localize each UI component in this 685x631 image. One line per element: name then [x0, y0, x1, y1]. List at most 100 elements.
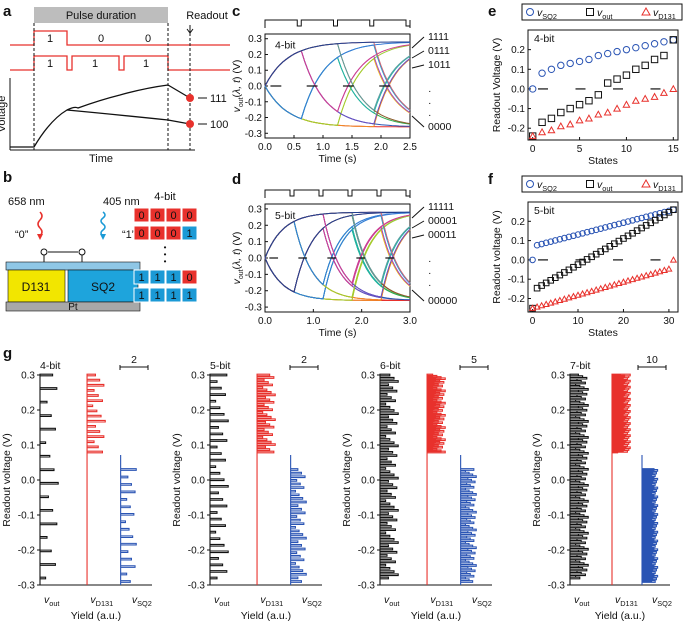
y-tick-label: 0.0 — [248, 254, 262, 265]
state-code-label: · — [428, 109, 432, 121]
legend-label: vout — [597, 7, 612, 21]
y-tick-label: -0.1 — [358, 511, 376, 522]
bit-cell — [149, 269, 166, 285]
y-tick-label: -0.1 — [188, 511, 206, 522]
point-d131 — [665, 265, 673, 272]
scale-bar — [289, 365, 319, 370]
terminal-left — [40, 248, 48, 256]
pulse-duration-box — [34, 7, 168, 23]
point-d131 — [633, 274, 641, 281]
y-axis-label: Readout voltage (V) — [491, 210, 503, 303]
state-code-label: · — [428, 85, 432, 97]
histogram-d131 — [611, 373, 631, 585]
legend-marker — [641, 6, 651, 16]
point-d131 — [642, 271, 650, 279]
y-tick-label: -0.1 — [508, 104, 526, 115]
point-d131 — [587, 287, 596, 294]
x-tick-label: 10 — [572, 316, 584, 327]
panel-f: f vSQ2 vout vD131 0.2 0.1 0.0 -0.1 -0.2 0 10 20 30 S… — [488, 171, 683, 339]
point-out — [547, 114, 556, 123]
plot-g: 4-bit 2 0.3 0.2 0.1 0.0 -0.1 -0.2 -0.3 Readout vo… — [1, 354, 672, 622]
state-code-label: 00001 — [428, 215, 457, 227]
point-d131 — [597, 284, 605, 292]
bit-cell-text: 0 — [186, 272, 192, 284]
x-axis-label: Yield (a.u.) — [595, 610, 645, 622]
pulse-duration-label: Pulse duration — [66, 10, 136, 22]
bit-cell — [181, 287, 198, 303]
plot-frame — [527, 29, 679, 141]
state-111-label: 111 — [210, 93, 227, 105]
scale-bar-label: 5 — [471, 354, 477, 366]
point-d131 — [651, 269, 659, 276]
point-sq2 — [642, 213, 650, 221]
histogram-sq2 — [290, 455, 307, 585]
point-sq2 — [570, 232, 577, 240]
x-axis-label: Time (s) — [318, 327, 356, 339]
point-out — [632, 65, 640, 73]
readout-label: Readout — [186, 10, 228, 22]
x-tick-label: 0 — [530, 316, 536, 327]
y-tick-label: -0.2 — [188, 546, 206, 557]
label-leader — [411, 64, 425, 69]
series-line — [264, 58, 411, 128]
y-tick-label: -0.3 — [245, 303, 263, 314]
point-sq2 — [611, 221, 618, 229]
column-label: vD131 — [615, 594, 638, 608]
panel-label-g: g — [3, 345, 12, 362]
point-d131 — [601, 283, 609, 290]
subplot-title: 6-bit — [380, 360, 401, 372]
label-leader — [411, 50, 425, 59]
point-out — [603, 79, 612, 87]
y-tick-label: 0.3 — [551, 371, 565, 382]
point-d131 — [619, 278, 628, 285]
panel-a-xlabel: Time — [89, 153, 113, 165]
point-sq2 — [650, 40, 659, 48]
y-tick-label: 0.2 — [361, 406, 375, 417]
y-tick-label: 0.2 — [21, 406, 35, 417]
y-tick-label: 0.1 — [511, 236, 525, 247]
bit-top-2: 0 — [98, 33, 104, 45]
histogram-sq2 — [641, 455, 659, 585]
y-tick-label: -0.3 — [548, 581, 566, 592]
bit-cell — [133, 207, 150, 223]
point-out — [670, 206, 677, 214]
y-tick-label: 0.0 — [361, 476, 375, 487]
point-sq2 — [620, 219, 627, 227]
series-line — [264, 42, 411, 120]
point-out — [538, 118, 546, 127]
point-d131 — [537, 301, 546, 309]
blue-light-wave — [100, 211, 106, 237]
bit-cell — [165, 225, 182, 241]
point-out — [669, 36, 678, 44]
ellipsis-dot: • — [164, 257, 167, 266]
bit-cell-text: 0 — [170, 228, 176, 240]
y-tick-label: -0.2 — [548, 546, 566, 557]
legend-label: vSQ2 — [537, 7, 557, 21]
terminal-right — [78, 248, 86, 256]
bit-cell-text: 0 — [138, 228, 144, 240]
bit-cell — [133, 225, 150, 241]
point-sq2 — [647, 212, 655, 219]
point-sq2 — [613, 47, 621, 56]
point-sq2 — [556, 235, 564, 243]
legend-marker — [586, 180, 594, 188]
state-code-label: · — [428, 97, 432, 109]
legend-label: vSQ2 — [537, 179, 557, 193]
point-sq2 — [603, 49, 612, 58]
series-line — [264, 85, 410, 128]
point-sq2 — [566, 59, 574, 68]
point-d131 — [566, 120, 575, 128]
scale-bar — [637, 365, 667, 370]
point-sq2 — [601, 224, 609, 231]
y-tick-label: 0.2 — [551, 406, 565, 417]
state-code-label: 1111 — [428, 31, 449, 43]
scale-bar-label: 2 — [131, 354, 137, 366]
bit-top-3: 0 — [145, 33, 151, 45]
x-axis-label: Yield (a.u.) — [71, 610, 121, 622]
plot-title: 4-bit — [534, 33, 555, 45]
x-axis-label: Yield (a.u.) — [411, 610, 461, 622]
curve-111 — [10, 84, 191, 148]
pulse-train-top — [10, 30, 230, 46]
point-sq2 — [597, 225, 605, 232]
